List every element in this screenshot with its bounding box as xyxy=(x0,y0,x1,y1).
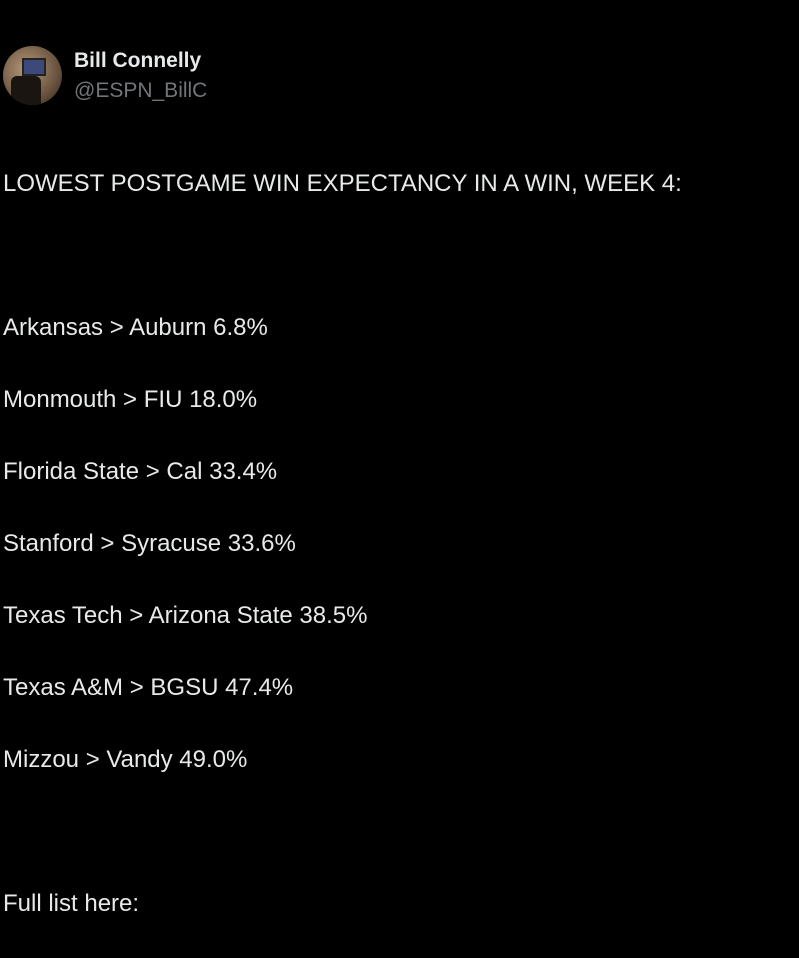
result-line: Arkansas > Auburn 6.8% xyxy=(3,314,268,341)
tweet-text: LOWEST POSTGAME WIN EXPECTANCY IN A WIN,… xyxy=(3,130,682,958)
result-line: Monmouth > FIU 18.0% xyxy=(3,386,258,413)
result-line: Texas A&M > BGSU 47.4% xyxy=(3,674,294,701)
author-handle[interactable]: @ESPN_BillC xyxy=(74,79,208,102)
result-line: Mizzou > Vandy 49.0% xyxy=(3,746,248,773)
author-name[interactable]: Bill Connelly xyxy=(74,49,202,72)
result-line: Texas Tech > Arizona State 38.5% xyxy=(3,602,368,629)
result-line: Stanford > Syracuse 33.6% xyxy=(3,530,296,557)
tweet-heading: LOWEST POSTGAME WIN EXPECTANCY IN A WIN,… xyxy=(3,170,682,197)
tweet-footer: Full list here: xyxy=(3,890,140,917)
result-line: Florida State > Cal 33.4% xyxy=(3,458,278,485)
avatar-screen xyxy=(22,58,46,76)
avatar-figure xyxy=(11,76,41,105)
avatar[interactable] xyxy=(3,46,62,105)
